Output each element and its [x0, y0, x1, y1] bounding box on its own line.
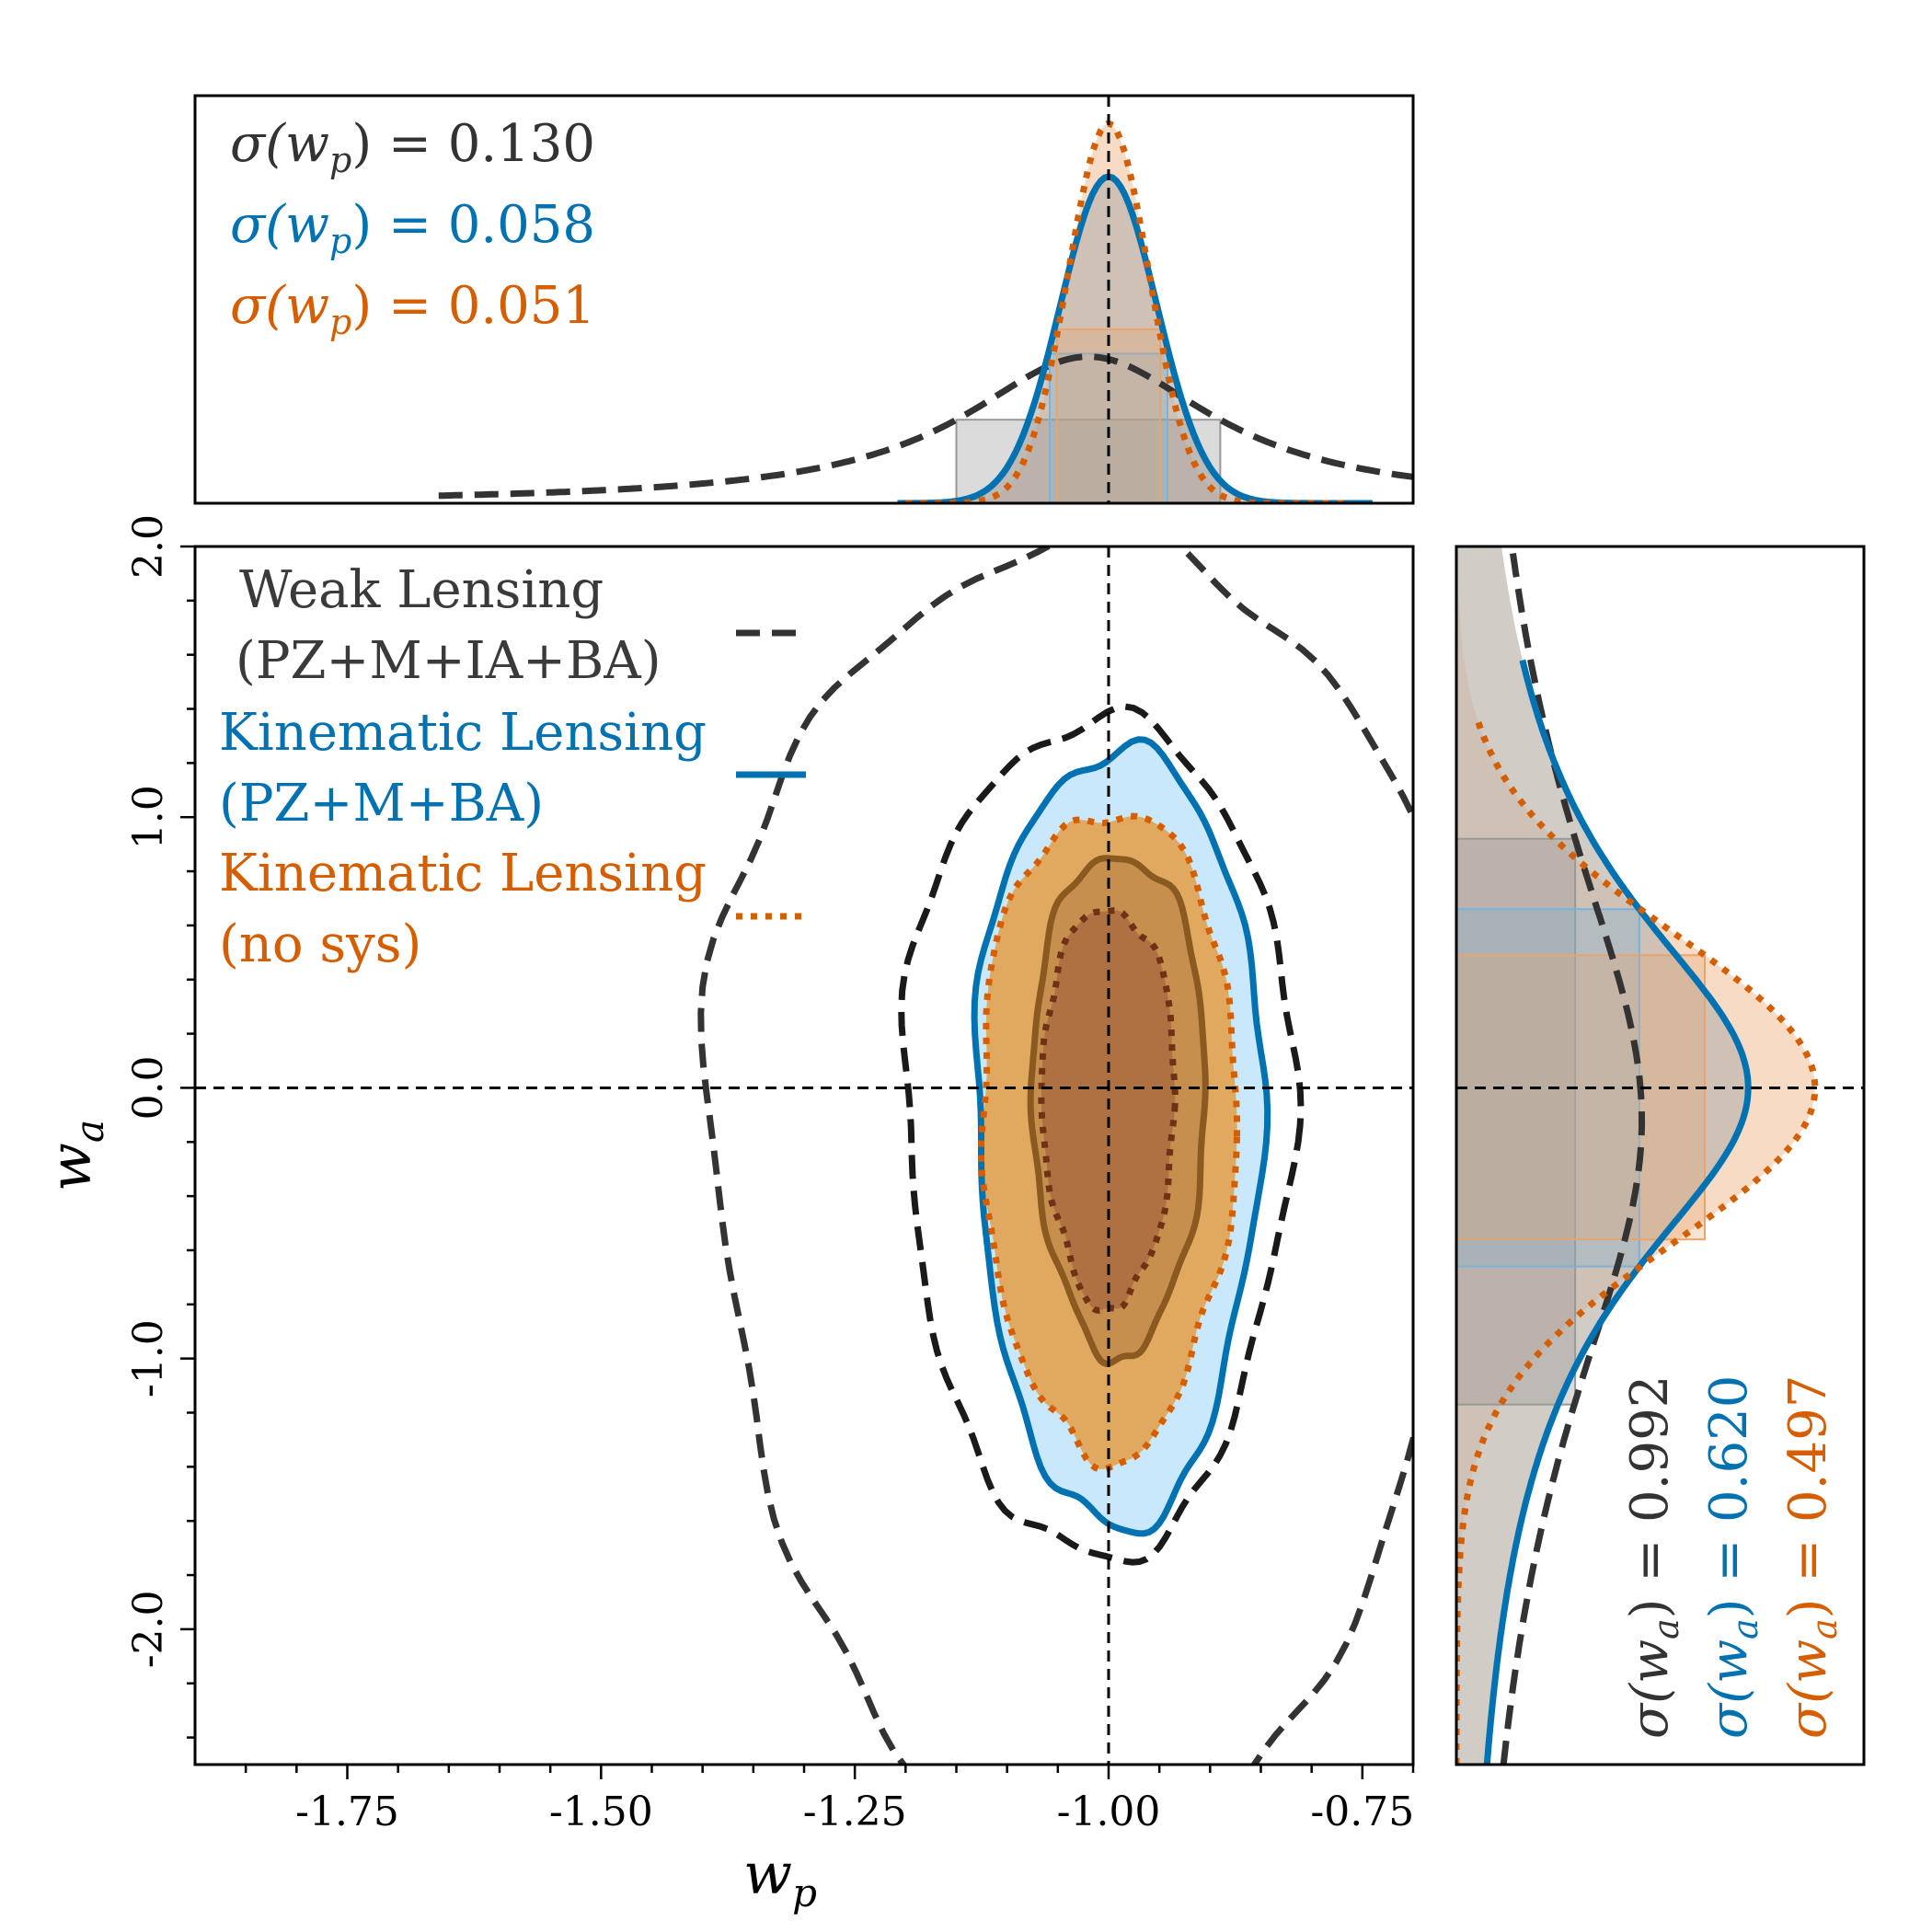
weak-contour-68-line [898, 703, 1305, 1566]
y-tick-label: 1.0 [125, 785, 172, 849]
kin_nosys-contour-68-fill [1041, 910, 1176, 1311]
kin-wa-marginal-line [1483, 659, 1752, 1765]
kin-legend-label-2: (PZ+M+BA) [219, 774, 544, 834]
wa-marginal-frame [1455, 545, 1866, 1766]
kin_nosys-sigma-wp-annotation: σ(wp) = 0.051 [230, 276, 595, 342]
kin-legend-label-1: Kinematic Lensing [219, 703, 707, 763]
y-tick-label: 0.0 [125, 1055, 172, 1120]
weak-contour-95-line [697, 546, 1413, 1765]
kin_nosys-contour-95-line [977, 812, 1241, 1473]
wp-marginal-panel: σ(wp) = 0.130 σ(wp) = 0.058 σ(wp) = 0.051 [193, 94, 1415, 505]
weak-wa-sigma-band [1456, 837, 1577, 1406]
x-tick-label: -1.50 [549, 1788, 653, 1835]
weak-legend-label-2: (PZ+M+IA+BA) [236, 631, 661, 691]
wp-wa-contour-panel: -1.75 -1.50 -1.25 -1.00 -0.75 -2.0 -1.0 0.0 1.0… [125, 514, 1415, 1835]
kin-wa-marginal-fill [1456, 546, 1749, 1765]
x-tick-label: -0.75 [1310, 1788, 1414, 1835]
x-tick-label: -1.00 [1057, 1788, 1161, 1835]
x-tick-label: -1.25 [803, 1788, 907, 1835]
weak-sigma-wa-annotation: σ(wa) = 0.992 [1620, 1375, 1686, 1739]
kin_nosys-contour-68-line [1038, 907, 1179, 1314]
kin_nosys-sigma-wa-annotation: σ(wa) = 0.497 [1778, 1375, 1845, 1739]
weak-sigma-wp-annotation: σ(wp) = 0.130 [230, 114, 595, 180]
kin-contour-68-line [1027, 855, 1209, 1367]
x-axis-label: wp [743, 1840, 817, 1915]
kin-sigma-wp-annotation: σ(wp) = 0.058 [230, 195, 595, 261]
y-tick-label: 2.0 [125, 514, 172, 579]
kin_nosys-wp-marginal-line [905, 120, 1352, 503]
y-tick-label: -1.0 [125, 1319, 172, 1397]
weak-wp-marginal-line [438, 353, 1413, 500]
kin-sigma-wa-annotation: σ(wa) = 0.620 [1699, 1375, 1765, 1739]
kin_nosys-legend-label-2: (no sys) [219, 914, 421, 974]
kin_nosys-legend-label-1: Kinematic Lensing [219, 844, 707, 903]
kin-wp-marginal-fill [195, 177, 1413, 503]
x-tick-label: -1.75 [295, 1788, 399, 1835]
y-axis-label: wa [37, 1120, 112, 1191]
kin_nosys-wa-marginal-line [1456, 716, 1819, 1765]
weak-legend-label-1: Weak Lensing [239, 560, 604, 620]
kin_nosys-wa-sigma-band [1456, 954, 1706, 1241]
wp-marginal-frame [193, 94, 1415, 505]
y-tick-label: -2.0 [125, 1590, 172, 1668]
